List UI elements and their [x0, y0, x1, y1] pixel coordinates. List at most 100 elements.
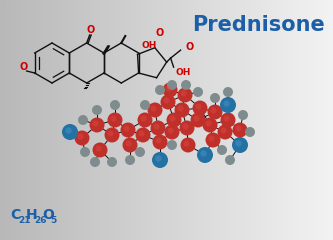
Bar — [65, 0, 66, 240]
Bar — [83, 0, 84, 240]
Bar — [27, 0, 28, 240]
Circle shape — [235, 126, 241, 132]
Bar — [60, 0, 61, 240]
Bar — [145, 0, 146, 240]
Bar — [137, 0, 138, 240]
Circle shape — [245, 127, 255, 137]
Circle shape — [165, 125, 179, 139]
Circle shape — [140, 100, 150, 110]
Bar — [73, 0, 74, 240]
Bar — [246, 0, 247, 240]
Bar — [131, 0, 132, 240]
Bar — [299, 0, 300, 240]
Bar — [273, 0, 274, 240]
Bar — [257, 0, 258, 240]
Bar — [236, 0, 237, 240]
Bar — [159, 0, 160, 240]
Bar — [325, 0, 326, 240]
Bar — [158, 0, 159, 240]
Circle shape — [223, 87, 233, 97]
Bar — [201, 0, 202, 240]
Bar — [45, 0, 46, 240]
Bar — [234, 0, 235, 240]
Bar — [140, 0, 141, 240]
Bar — [163, 0, 164, 240]
Bar — [175, 0, 176, 240]
Bar — [300, 0, 301, 240]
Circle shape — [105, 127, 120, 143]
Bar — [324, 0, 325, 240]
Bar — [271, 0, 272, 240]
Bar — [126, 0, 127, 240]
Bar — [139, 0, 140, 240]
Bar — [148, 0, 149, 240]
Bar — [323, 0, 324, 240]
Bar — [208, 0, 209, 240]
Bar — [127, 0, 128, 240]
Bar — [47, 0, 48, 240]
Bar — [270, 0, 271, 240]
Bar — [152, 0, 153, 240]
Circle shape — [205, 132, 220, 148]
Bar — [216, 0, 217, 240]
Bar — [57, 0, 58, 240]
Bar — [42, 0, 43, 240]
Bar — [328, 0, 329, 240]
Circle shape — [223, 100, 230, 107]
Bar — [169, 0, 170, 240]
Bar — [251, 0, 252, 240]
Bar — [174, 0, 175, 240]
Bar — [87, 0, 88, 240]
Circle shape — [155, 85, 165, 95]
Bar — [232, 0, 233, 240]
Bar — [17, 0, 18, 240]
Bar — [156, 0, 157, 240]
Circle shape — [183, 140, 189, 146]
Bar — [184, 0, 185, 240]
Bar — [164, 0, 165, 240]
Bar — [261, 0, 262, 240]
Bar — [132, 0, 133, 240]
Text: O: O — [20, 62, 28, 72]
Bar — [235, 0, 236, 240]
Bar — [26, 0, 27, 240]
Bar — [91, 0, 92, 240]
Bar — [53, 0, 54, 240]
Bar — [223, 0, 224, 240]
Bar — [11, 0, 12, 240]
Bar — [115, 0, 116, 240]
Bar — [296, 0, 297, 240]
Bar — [18, 0, 19, 240]
Bar — [59, 0, 60, 240]
Bar — [217, 0, 218, 240]
Bar — [142, 0, 143, 240]
Bar — [88, 0, 89, 240]
Bar — [161, 0, 162, 240]
Bar — [85, 0, 86, 240]
Bar — [306, 0, 307, 240]
Bar — [233, 0, 234, 240]
Bar — [250, 0, 251, 240]
Bar — [2, 0, 3, 240]
Text: O: O — [87, 25, 95, 35]
Bar — [69, 0, 70, 240]
Circle shape — [238, 110, 248, 120]
Bar — [166, 0, 167, 240]
Bar — [95, 0, 96, 240]
Circle shape — [225, 155, 235, 165]
Bar — [121, 0, 122, 240]
Bar — [331, 0, 332, 240]
Text: OH: OH — [175, 68, 191, 77]
Text: 21: 21 — [18, 216, 31, 225]
Bar — [298, 0, 299, 240]
Bar — [55, 0, 56, 240]
Bar — [82, 0, 83, 240]
Bar — [178, 0, 179, 240]
Bar — [101, 0, 102, 240]
Bar — [190, 0, 191, 240]
Circle shape — [180, 138, 195, 152]
Bar — [66, 0, 67, 240]
Bar — [291, 0, 292, 240]
Bar — [136, 0, 137, 240]
Bar — [76, 0, 77, 240]
